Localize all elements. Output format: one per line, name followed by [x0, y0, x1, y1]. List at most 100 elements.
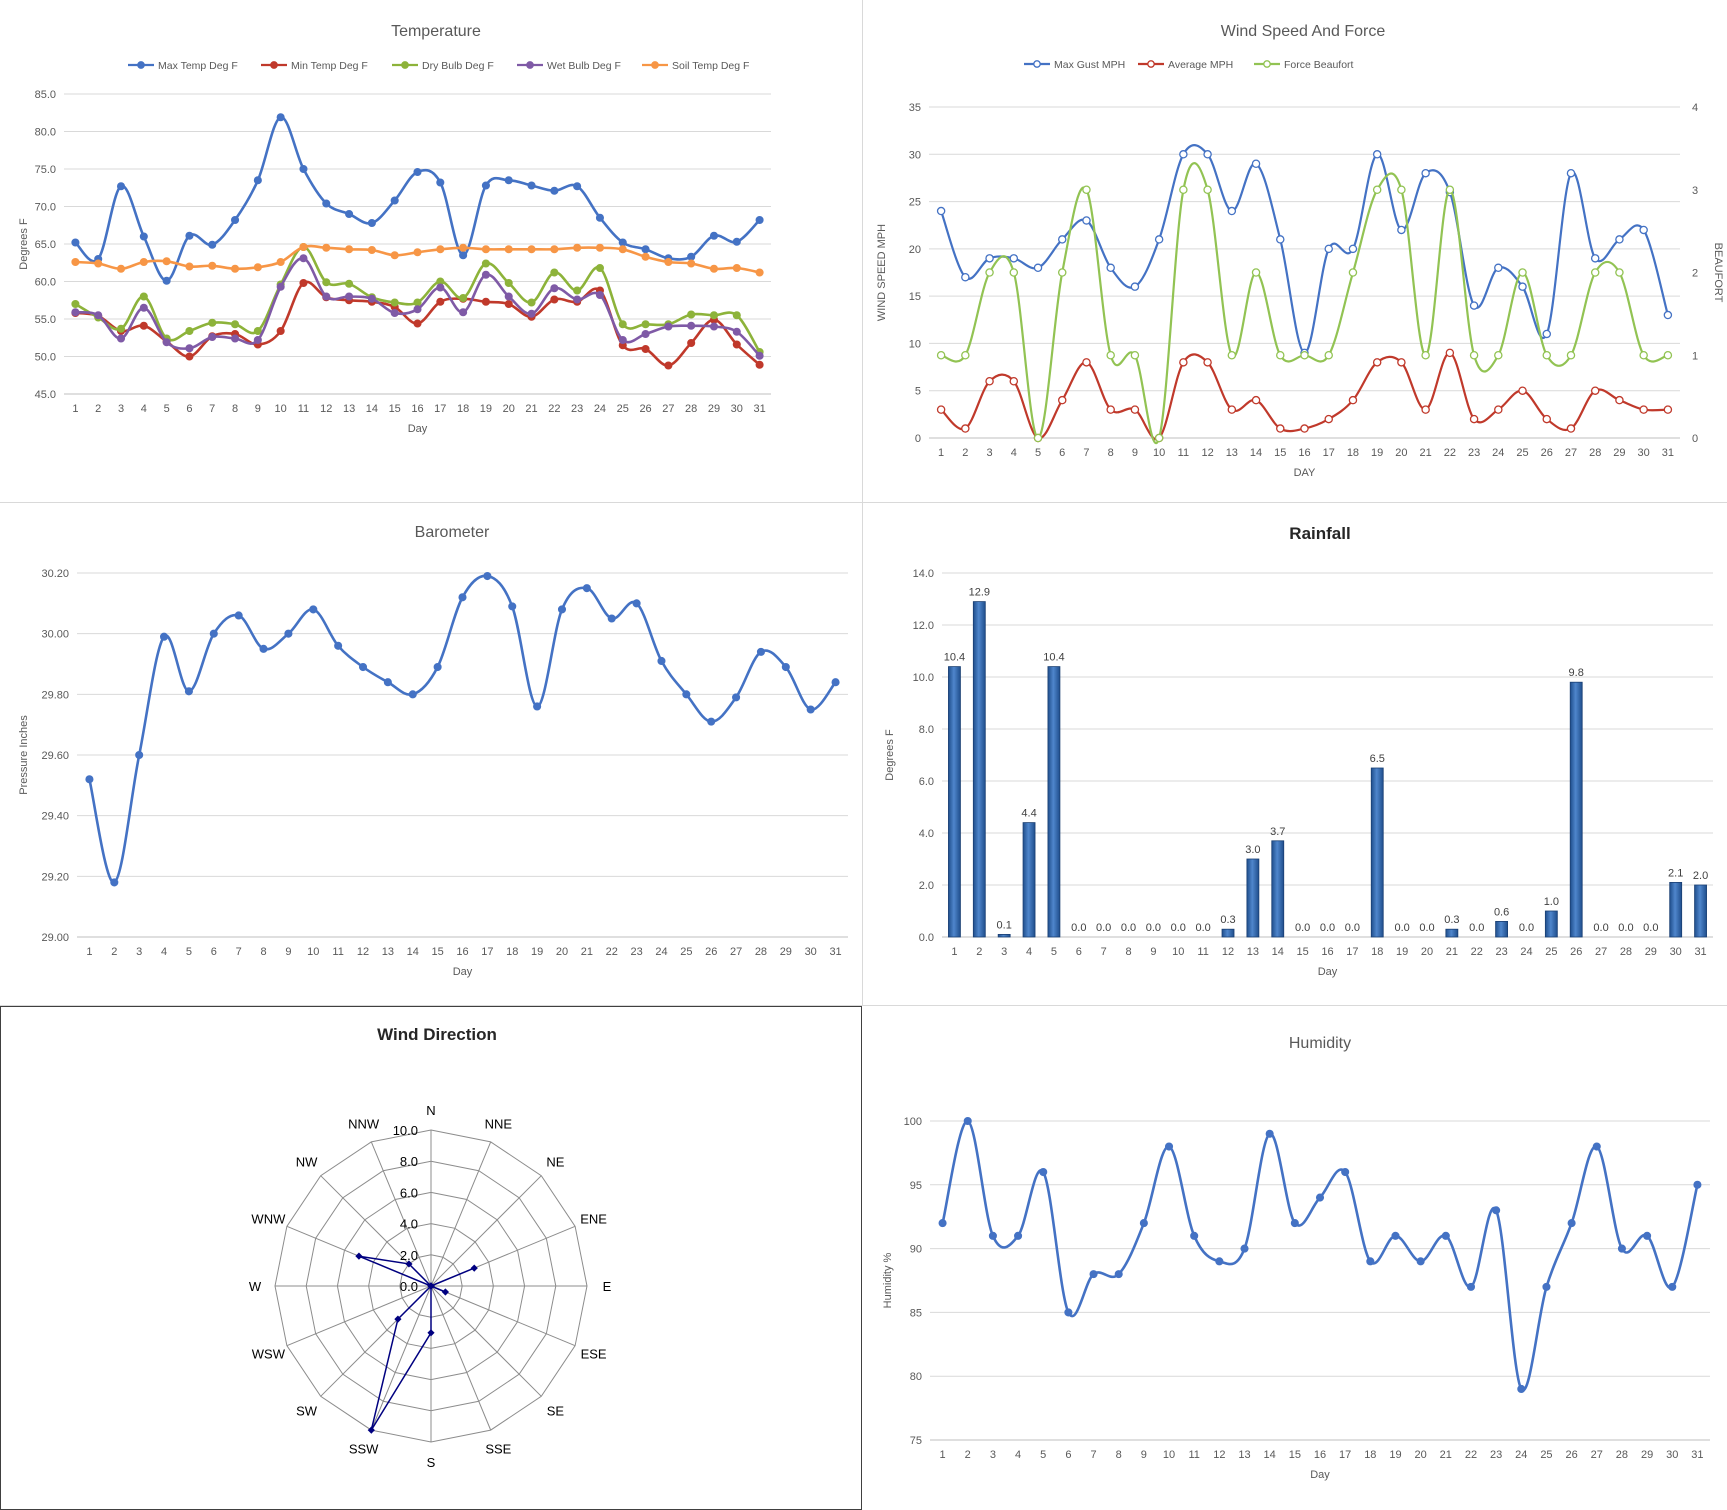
x-tick-label: 9: [1132, 447, 1138, 459]
data-point: [687, 252, 696, 261]
x-tick-label: 18: [506, 946, 518, 958]
data-point: [1421, 350, 1430, 360]
data-label: 3.7: [1270, 826, 1285, 838]
x-tick-label: 6: [1076, 946, 1082, 958]
data-point: [1130, 350, 1140, 360]
chart-title: Temperature: [391, 23, 481, 40]
data-point: [433, 662, 442, 672]
data-point: [139, 232, 148, 241]
data-point: [1566, 350, 1576, 360]
y2-tick-label: 3: [1692, 185, 1698, 197]
data-point: [508, 602, 517, 611]
data-point: [527, 309, 536, 318]
radial-tick-label: 8.0: [400, 1154, 418, 1169]
data-point: [1251, 159, 1261, 168]
x-tick-label: 26: [639, 403, 651, 415]
x-tick-label: 16: [456, 946, 468, 958]
data-point: [185, 344, 194, 353]
data-point: [504, 299, 513, 309]
data-point: [709, 322, 719, 331]
data-point: [1391, 1231, 1400, 1240]
data-point: [322, 199, 331, 208]
data-point: [1469, 414, 1479, 424]
data-point: [1033, 433, 1043, 443]
data-point: [259, 644, 268, 653]
data-label: 10.4: [944, 652, 965, 664]
wind-direction-chart: Wind Direction N NNE NE ENE E ESE SE SSE S SSW SW WS…: [249, 1025, 612, 1470]
data-point: [709, 264, 719, 273]
legend-swatch-marker: [270, 61, 278, 69]
data-label: 0.0: [1419, 922, 1434, 934]
direction-label: SSE: [485, 1442, 511, 1457]
data-point: [963, 1116, 972, 1126]
x-tick-label: 11: [1197, 946, 1208, 958]
data-point: [687, 338, 696, 348]
x-tick-label: 8: [1108, 447, 1114, 459]
data-point: [1114, 1270, 1123, 1279]
x-tick-label: 6: [211, 946, 217, 958]
y-tick-label: 45.0: [35, 389, 56, 401]
data-point: [1397, 358, 1406, 367]
x-tick-label: 29: [1645, 946, 1657, 958]
y-tick-label: 80: [910, 1371, 922, 1383]
x-tick-label: 10: [1153, 447, 1165, 459]
data-point: [618, 245, 627, 254]
rain-bar: [1246, 858, 1260, 938]
data-point: [436, 283, 445, 292]
rain-bar: [948, 666, 961, 938]
x-tick-label: 9: [255, 403, 261, 415]
series-line: [940, 144, 1669, 355]
data-point: [299, 242, 308, 252]
x-tick-label: 24: [594, 403, 606, 415]
data-point: [139, 321, 148, 330]
x-axis-title: Day: [1310, 1469, 1330, 1481]
data-point: [1441, 1231, 1450, 1240]
x-tick-label: 31: [1691, 1449, 1703, 1461]
direction-label: WSW: [252, 1346, 286, 1361]
data-point: [618, 320, 627, 329]
data-point: [1300, 424, 1309, 433]
legend-swatch-marker: [1147, 60, 1155, 68]
rainfall-chart-panel: Rainfall 0.0 2.0 4.0 6.0 8.0 10.0 12.0 14.0 1 2 3 4 5…: [863, 503, 1727, 1006]
direction-label: SSW: [349, 1442, 379, 1457]
direction-label: WNW: [251, 1212, 286, 1227]
x-tick-label: 23: [1490, 1449, 1502, 1461]
y-tick-label: 29.00: [41, 932, 69, 944]
data-point: [550, 268, 559, 277]
x-tick-label: 2: [965, 1449, 971, 1461]
data-point: [367, 294, 376, 303]
x-tick-label: 1: [938, 447, 944, 459]
data-point: [573, 182, 582, 191]
data-label: 0.3: [1444, 914, 1459, 926]
y-axis-title: Humidity %: [882, 1252, 894, 1308]
data-point: [1421, 168, 1430, 178]
y-tick-label: 60.0: [35, 277, 56, 289]
x-tick-label: 22: [548, 403, 560, 415]
data-point: [345, 279, 354, 288]
data-point: [1082, 185, 1091, 194]
x-tick-label: 3: [118, 403, 124, 415]
data-point: [139, 303, 148, 312]
data-label: 0.0: [1593, 922, 1608, 934]
data-label: 9.8: [1569, 667, 1584, 679]
data-label: 0.0: [1618, 922, 1633, 934]
x-tick-label: 31: [829, 946, 841, 958]
y-tick-label: 90: [910, 1244, 922, 1256]
x-tick-label: 21: [581, 946, 593, 958]
x-tick-label: 8: [1116, 1449, 1122, 1461]
x-tick-label: 26: [1570, 946, 1582, 958]
data-point: [985, 268, 994, 277]
x-tick-label: 18: [1347, 447, 1359, 459]
x-tick-label: 20: [1415, 1449, 1427, 1461]
data-point: [641, 320, 650, 329]
data-point: [687, 321, 696, 330]
data-point: [208, 318, 217, 327]
y-tick-label: 29.60: [41, 750, 69, 762]
x-tick-label: 8: [260, 946, 266, 958]
x-tick-label: 30: [1638, 447, 1650, 459]
data-point: [1469, 350, 1479, 360]
x-tick-label: 24: [1515, 1449, 1527, 1461]
y-tick-label: 15: [909, 291, 921, 303]
x-tick-label: 3: [136, 946, 142, 958]
data-point: [1265, 1129, 1274, 1138]
